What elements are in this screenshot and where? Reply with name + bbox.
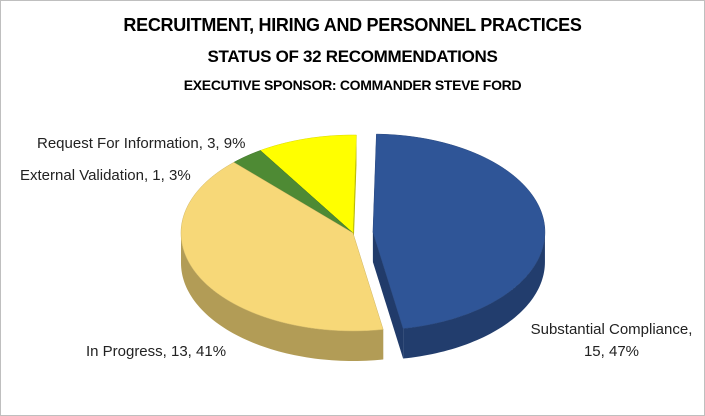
slice — [180, 162, 384, 332]
slice — [233, 150, 354, 234]
slice-edge — [353, 135, 357, 263]
slice-edge — [372, 232, 404, 359]
chart-title: RECRUITMENT, HIRING AND PERSONNEL PRACTI… — [123, 15, 582, 35]
chart-subtitle: STATUS OF 32 RECOMMENDATIONS — [207, 47, 498, 66]
data-label: Request For Information, 3, 9% — [37, 135, 246, 152]
data-label: In Progress, 13, 41% — [85, 343, 227, 360]
slice-side — [403, 232, 545, 359]
slice — [259, 134, 357, 234]
data-label: External Validation, 1, 3% — [20, 167, 191, 184]
data-label: Substantial Compliance, 15, 47% — [530, 321, 693, 360]
slice — [372, 133, 546, 329]
slice-side — [181, 233, 384, 361]
chart-sponsor: EXECUTIVE SPONSOR: COMMANDER STEVE FORD — [183, 77, 522, 93]
